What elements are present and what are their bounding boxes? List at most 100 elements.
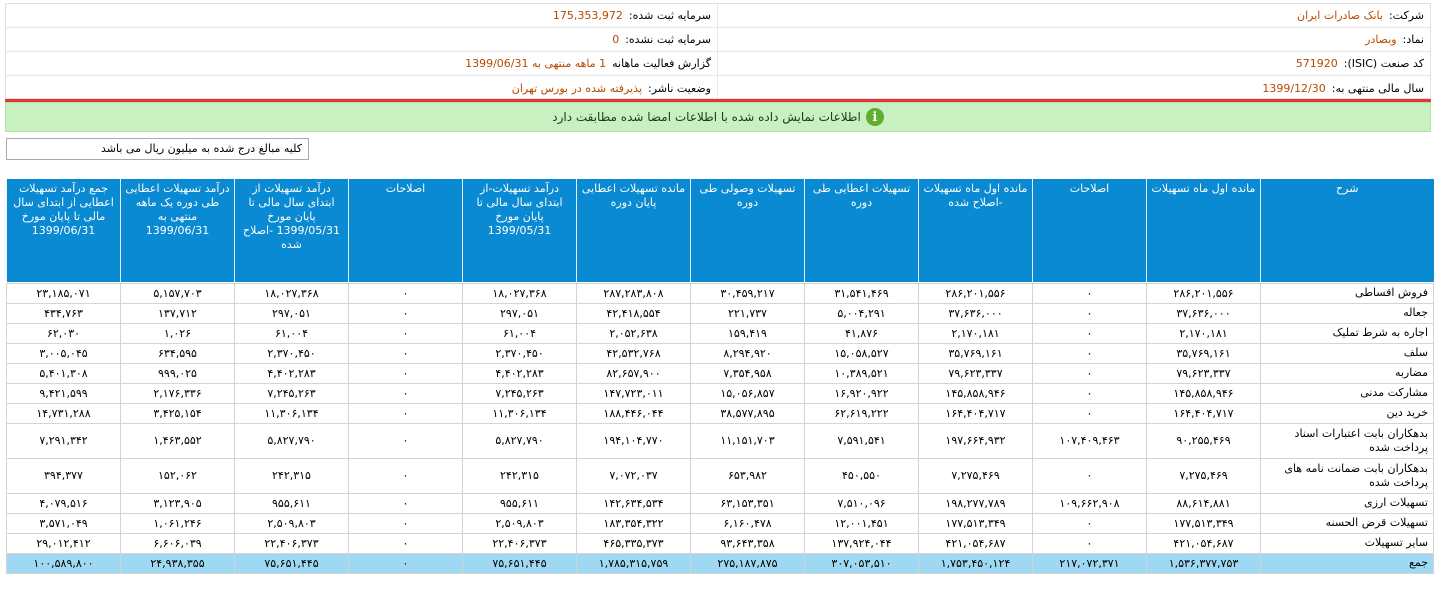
table-cell: ۰ <box>1032 512 1147 534</box>
table-cell: ۲۹,۰۱۲,۴۱۲ <box>6 532 121 554</box>
table-cell: ۶,۶۰۶,۰۳۹ <box>120 532 235 554</box>
table-cell: ۷,۲۷۵,۴۶۹ <box>1146 457 1261 494</box>
table-cell: ۱۴۵,۸۵۸,۹۴۶ <box>1146 382 1261 404</box>
column-header: اصلاحات <box>1032 179 1147 282</box>
table-cell: ۱,۰۲۶ <box>120 322 235 344</box>
table-cell: ۸۲,۶۵۷,۹۰۰ <box>576 362 691 384</box>
table-cell: ۱۱,۳۰۶,۱۳۴ <box>234 402 349 424</box>
table-row: تسهیلات قرض الحسنه ۱۷۷,۵۱۳,۳۴۹ ۰ ۱۷۷,۵۱۳,۳۴… <box>6 512 1434 534</box>
table-cell: ۲,۵۰۹,۸۰۳ <box>462 512 577 534</box>
table-cell: ۶۱,۰۰۴ <box>462 322 577 344</box>
fiscal-year-label: سال مالی منتهی به: <box>1331 81 1424 95</box>
table-cell: ۰ <box>348 492 463 514</box>
table-cell: ۱۱,۳۰۶,۱۳۴ <box>462 402 577 424</box>
table-cell: ۲۸۶,۲۰۱,۵۵۶ <box>1146 282 1261 304</box>
table-cell: ۲,۰۵۲,۶۳۸ <box>576 322 691 344</box>
table-cell: ۲۲,۴۰۶,۳۷۳ <box>462 532 577 554</box>
total-cell: ۳۰۷,۰۵۳,۵۱۰ <box>804 552 919 574</box>
row-label: بدهکاران بابت اعتبارات اسناد پرداخت شده <box>1260 422 1434 459</box>
table-cell: ۰ <box>1032 457 1147 494</box>
table-cell: ۳,۵۷۱,۰۴۹ <box>6 512 121 534</box>
total-cell: ۰ <box>348 552 463 574</box>
table-cell: ۲,۱۷۰,۱۸۱ <box>918 322 1033 344</box>
table-cell: ۴۵۰,۵۵۰ <box>804 457 919 494</box>
table-cell: ۴,۴۰۲,۲۸۳ <box>234 362 349 384</box>
unregistered-capital-label: سرمایه ثبت نشده: <box>625 33 711 46</box>
table-cell: ۱۳۷,۹۲۴,۰۴۴ <box>804 532 919 554</box>
table-cell: ۷۹,۶۲۳,۳۳۷ <box>918 362 1033 384</box>
table-cell: ۰ <box>348 322 463 344</box>
table-row: سلف ۳۵,۷۶۹,۱۶۱ ۰ ۳۵,۷۶۹,۱۶۱ ۱۵,۰۵۸,۵۲۷ ۸,۲۹۴,… <box>6 342 1434 364</box>
table-cell: ۷,۰۷۲,۰۳۷ <box>576 457 691 494</box>
table-cell: ۴۲,۴۱۸,۵۵۴ <box>576 302 691 324</box>
registered-capital-value: 175,353,972 <box>552 9 623 22</box>
table-cell: ۷,۲۹۱,۳۴۲ <box>6 422 121 459</box>
company-info-panel: شرکت: بانک صادرات ایران سرمایه ثبت شده: … <box>5 3 1431 100</box>
table-cell: ۱۸,۰۲۷,۳۶۸ <box>462 282 577 304</box>
table-cell: ۲۲,۴۰۶,۳۷۳ <box>234 532 349 554</box>
column-header: جمع درآمد تسهیلات اعطایی از ابتدای سال م… <box>6 179 121 282</box>
table-cell: ۱۹۸,۲۷۷,۷۸۹ <box>918 492 1033 514</box>
table-cell: ۳۰,۴۵۹,۲۱۷ <box>690 282 805 304</box>
facilities-table-wrapper: شرح مانده اول ماه تسهیلات اصلاحات مانده اول… <box>6 179 1434 574</box>
table-cell: ۴۲۱,۰۵۴,۶۸۷ <box>918 532 1033 554</box>
table-cell: ۱۰,۳۸۹,۵۲۱ <box>804 362 919 384</box>
table-cell: ۰ <box>1032 322 1147 344</box>
table-row: اجاره به شرط تملیک ۲,۱۷۰,۱۸۱ ۰ ۲,۱۷۰,۱۸۱ ۴۱,… <box>6 322 1434 344</box>
table-cell: ۸,۲۹۴,۹۲۰ <box>690 342 805 364</box>
table-row: مشارکت مدنی ۱۴۵,۸۵۸,۹۴۶ ۰ ۱۴۵,۸۵۸,۹۴۶ ۱۶,۹۲۰… <box>6 382 1434 404</box>
report-value: 1 ماهه منتهی به 1399/06/31 <box>465 57 607 70</box>
fiscal-year-value: 1399/12/30 <box>1262 81 1326 95</box>
table-cell: ۱۸۸,۴۴۶,۰۴۴ <box>576 402 691 424</box>
table-cell: ۱۶۴,۴۰۴,۷۱۷ <box>918 402 1033 424</box>
table-cell: ۷,۲۷۵,۴۶۹ <box>918 457 1033 494</box>
table-cell: ۰ <box>1032 402 1147 424</box>
table-cell: ۵,۰۰۴,۲۹۱ <box>804 302 919 324</box>
table-cell: ۱۹۷,۶۶۴,۹۳۲ <box>918 422 1033 459</box>
table-cell: ۴۶۵,۳۳۵,۳۷۳ <box>576 532 691 554</box>
table-cell: ۳۵,۷۶۹,۱۶۱ <box>918 342 1033 364</box>
table-cell: ۴۲۱,۰۵۴,۶۸۷ <box>1146 532 1261 554</box>
column-header: اصلاحات <box>348 179 463 282</box>
table-row: مضاربه ۷۹,۶۲۳,۳۳۷ ۰ ۷۹,۶۲۳,۳۳۷ ۱۰,۳۸۹,۵۲۱ ۷,۳… <box>6 362 1434 384</box>
column-header: تسهیلات اعطایی طی دوره <box>804 179 919 282</box>
table-row: خرید دین ۱۶۴,۴۰۴,۷۱۷ ۰ ۱۶۴,۴۰۴,۷۱۷ ۶۲,۶۱۹,۲۲… <box>6 402 1434 424</box>
table-row: بدهکاران بابت اعتبارات اسناد پرداخت شده ۹… <box>6 422 1434 459</box>
table-cell: ۶۳۴,۵۹۵ <box>120 342 235 364</box>
row-label: سلف <box>1260 342 1434 364</box>
table-cell: ۲۹۷,۰۵۱ <box>234 302 349 324</box>
table-cell: ۲,۳۷۰,۴۵۰ <box>234 342 349 364</box>
column-header: مانده اول ماه تسهیلات <box>1146 179 1261 282</box>
row-label: تسهیلات ارزی <box>1260 492 1434 514</box>
info-icon: i <box>865 108 884 126</box>
table-cell: ۱۹۴,۱۰۴,۷۷۰ <box>576 422 691 459</box>
table-cell: ۲,۳۷۰,۴۵۰ <box>462 342 577 364</box>
table-cell: ۰ <box>348 382 463 404</box>
table-cell: ۵,۱۵۷,۷۰۳ <box>120 282 235 304</box>
column-header: تسهیلات وصولی طی دوره <box>690 179 805 282</box>
table-cell: ۱۶۴,۴۰۴,۷۱۷ <box>1146 402 1261 424</box>
table-cell: ۱۴,۷۳۱,۲۸۸ <box>6 402 121 424</box>
table-cell: ۰ <box>1032 282 1147 304</box>
company-value: بانک صادرات ایران <box>1297 9 1383 22</box>
table-cell: ۴۲,۵۳۲,۷۶۸ <box>576 342 691 364</box>
column-header: مانده تسهیلات اعطایی پایان دوره <box>576 179 691 282</box>
row-label: اجاره به شرط تملیک <box>1260 322 1434 344</box>
table-cell: ۱۶,۹۲۰,۹۲۲ <box>804 382 919 404</box>
table-cell: ۰ <box>1032 342 1147 364</box>
report-label: گزارش فعالیت ماهانه <box>612 57 711 70</box>
publisher-status-value: پذیرفته شده در بورس تهران <box>511 81 643 95</box>
table-row: بدهکاران بابت ضمانت نامه های پرداخت شده ۷… <box>6 457 1434 494</box>
table-cell: ۶۱,۰۰۴ <box>234 322 349 344</box>
symbol-label: نماد: <box>1402 33 1424 46</box>
row-label: جعاله <box>1260 302 1434 324</box>
table-cell: ۰ <box>348 302 463 324</box>
table-cell: ۲,۱۷۰,۱۸۱ <box>1146 322 1261 344</box>
table-row: جعاله ۳۷,۶۳۶,۰۰۰ ۰ ۳۷,۶۳۶,۰۰۰ ۵,۰۰۴,۲۹۱ ۲۲۱,۷… <box>6 302 1434 324</box>
table-cell: ۲۹۷,۰۵۱ <box>462 302 577 324</box>
table-cell: ۲۳,۱۸۵,۰۷۱ <box>6 282 121 304</box>
table-cell: ۱۷۷,۵۱۳,۳۴۹ <box>918 512 1033 534</box>
table-cell: ۷,۳۵۴,۹۵۸ <box>690 362 805 384</box>
info-row-isic: کد صنعت (ISIC): 571920 گزارش فعالیت ماها… <box>6 52 1430 76</box>
table-cell: ۰ <box>348 532 463 554</box>
